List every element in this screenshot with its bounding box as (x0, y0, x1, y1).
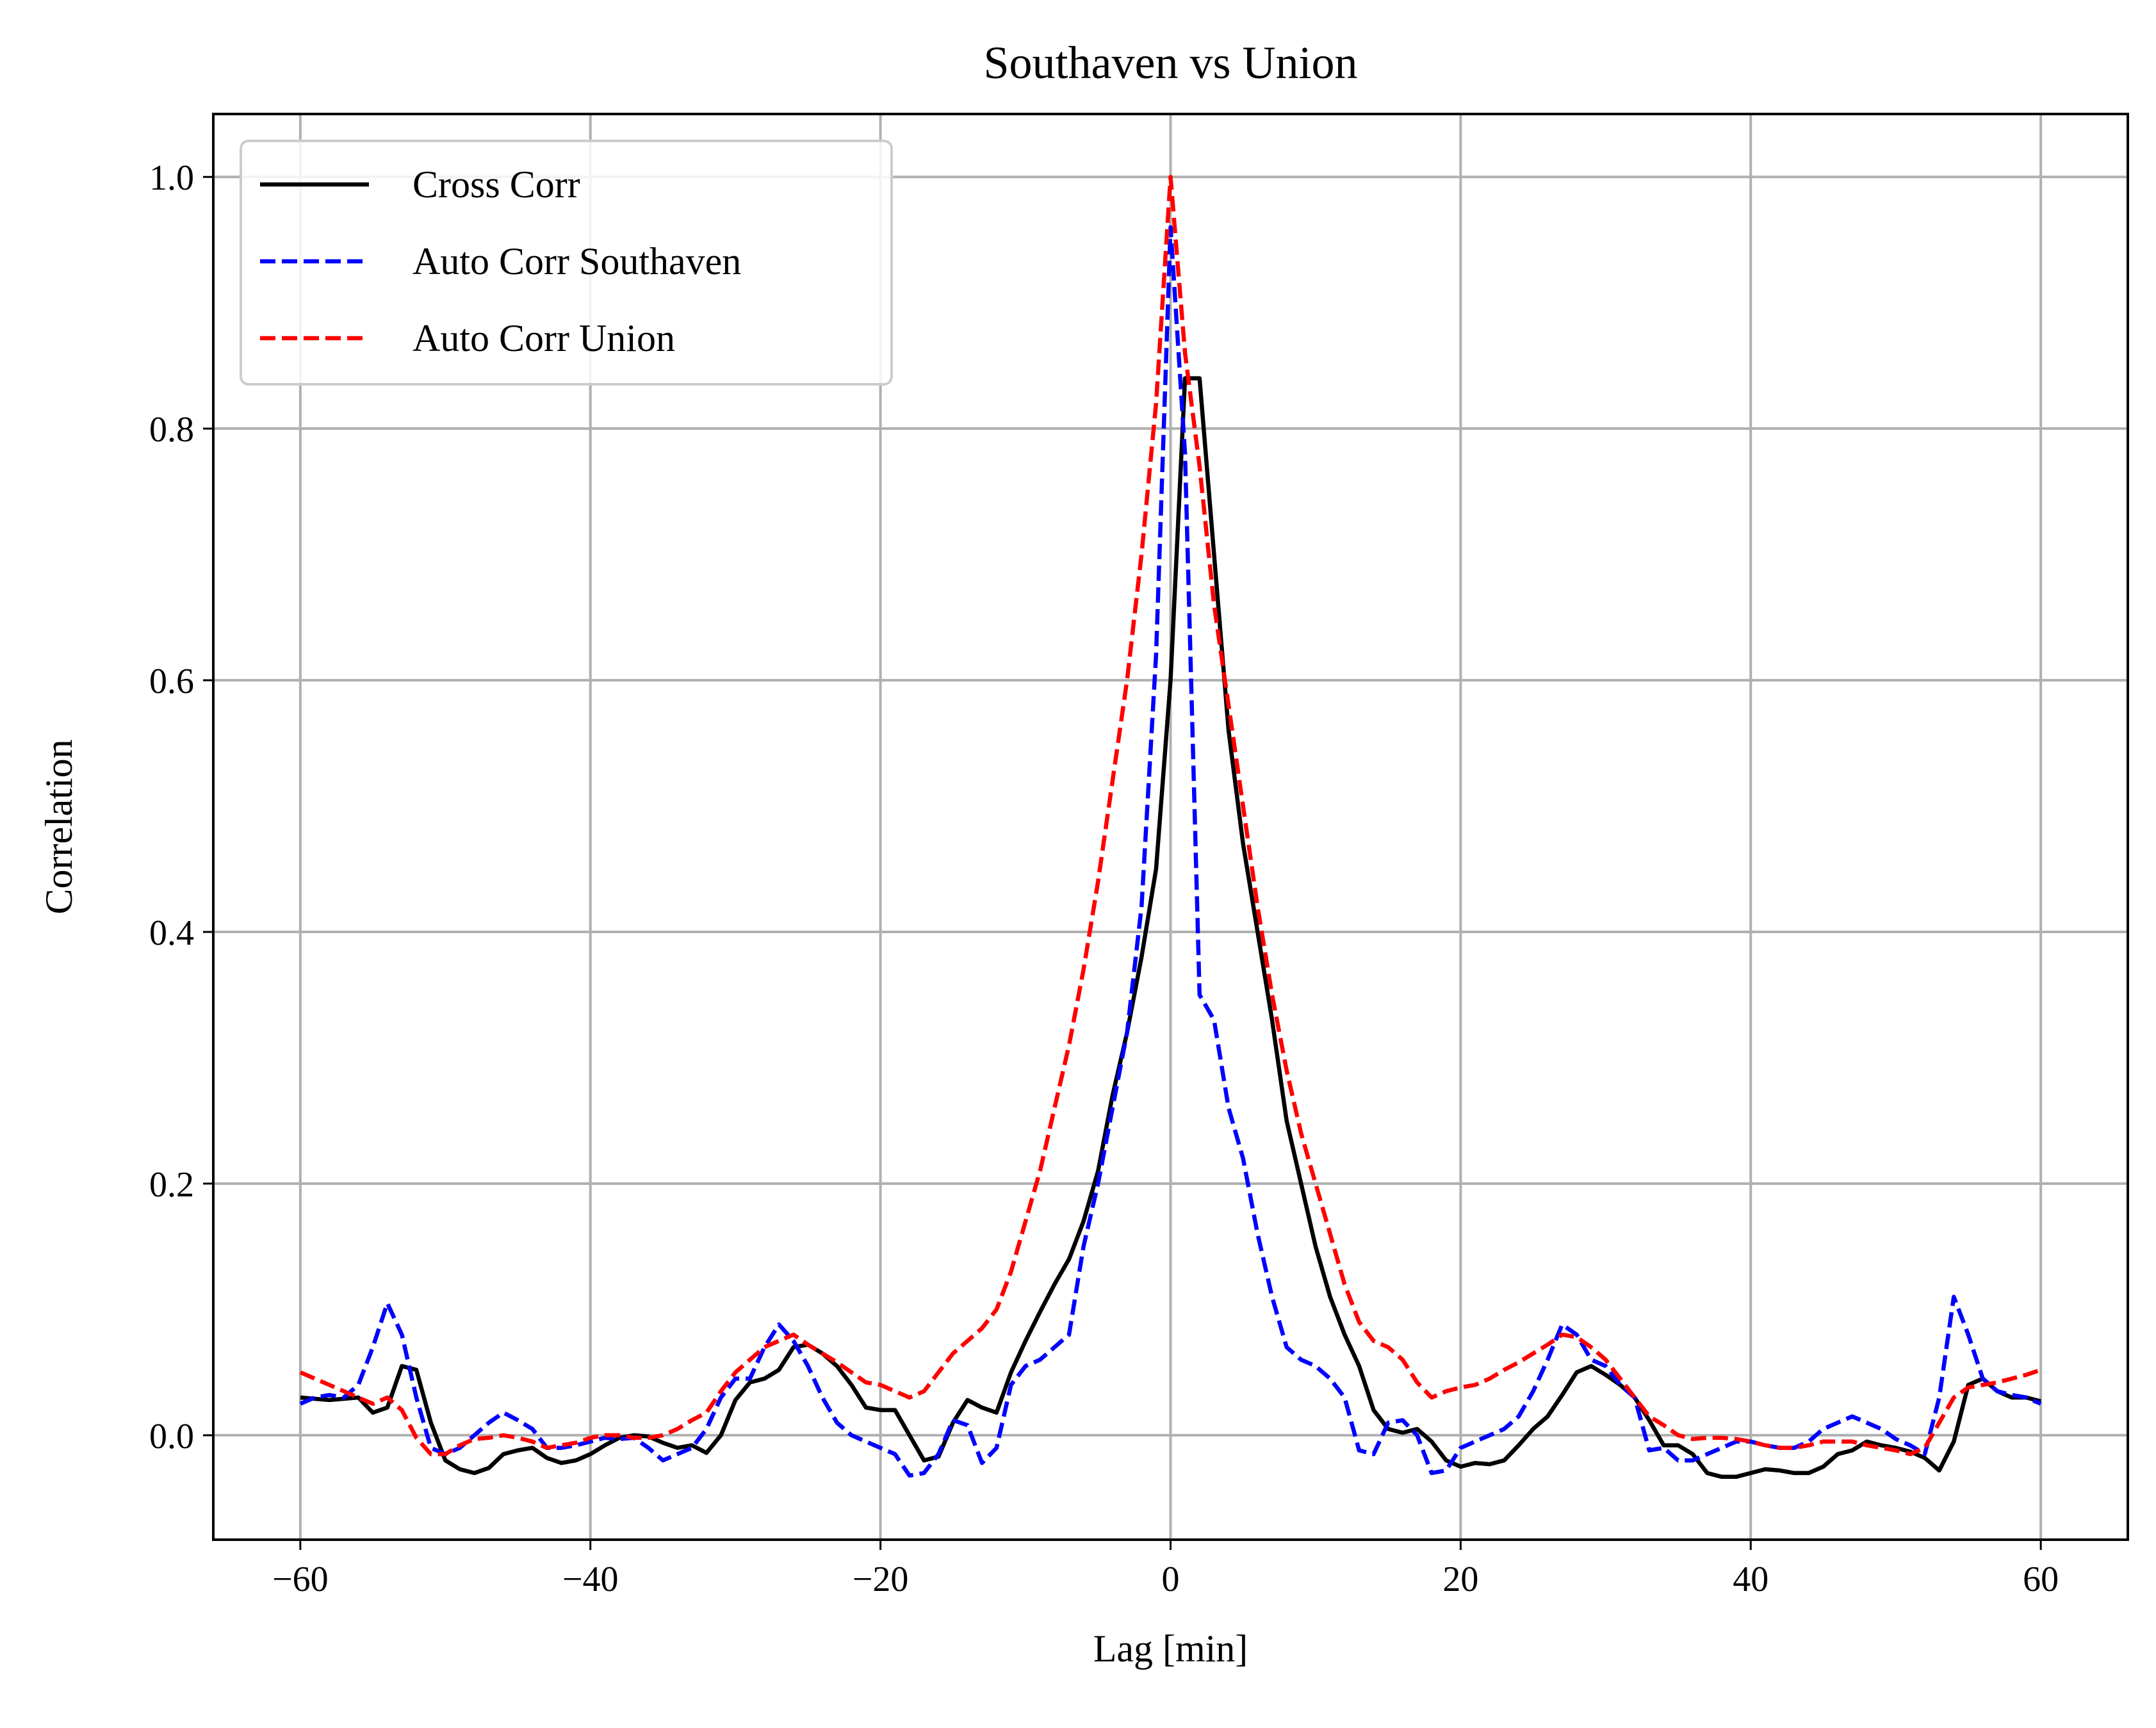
y-tick-label: 1.0 (149, 158, 194, 198)
x-tick-label: 40 (1733, 1560, 1768, 1599)
legend-label: Cross Corr (412, 163, 580, 206)
legend-label: Auto Corr Southaven (412, 240, 741, 282)
y-tick-label: 0.6 (149, 662, 194, 701)
x-tick-label: −60 (272, 1560, 329, 1599)
series-group (299, 174, 2042, 1479)
x-tick-label: 60 (2023, 1560, 2059, 1599)
x-tick-label: 20 (1442, 1560, 1478, 1599)
x-tick-label: 0 (1162, 1560, 1180, 1599)
legend: Cross Corr Auto Corr Southaven Auto Corr U… (240, 140, 893, 386)
x-axis-label: Lag [min] (1093, 1627, 1248, 1670)
y-tick-label: 0.4 (149, 913, 194, 953)
y-tick-label: 0.2 (149, 1165, 194, 1205)
series-line-auto-corr-union (299, 174, 2042, 1456)
legend-box (240, 140, 893, 386)
chart-title: Southaven vs Union (984, 37, 1358, 88)
series-line-auto-corr-southaven (299, 225, 2042, 1478)
series-line-cross-corr (300, 376, 2041, 1479)
y-tick-label: 0.0 (149, 1417, 194, 1456)
ticks: −60 −40 −20 0 20 40 60 0.0 0.2 0.4 0.6 0.8 1.0 (149, 158, 2059, 1599)
x-tick-label: −20 (853, 1560, 909, 1599)
y-axis-label: Correlation (38, 739, 80, 914)
y-tick-label: 0.8 (149, 410, 194, 450)
legend-label: Auto Corr Union (412, 317, 675, 359)
x-tick-label: −40 (562, 1560, 619, 1599)
